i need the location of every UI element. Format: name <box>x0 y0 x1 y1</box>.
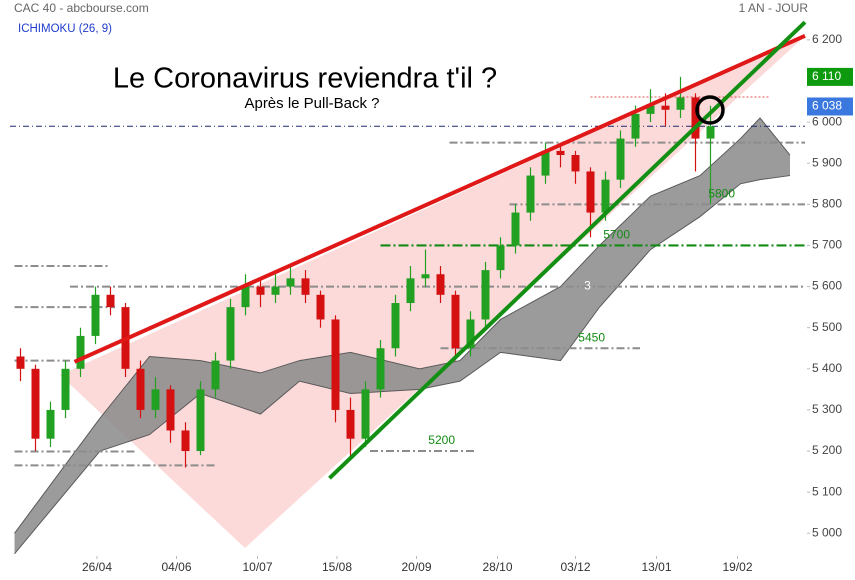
y-tick-label: 6 200 <box>812 32 842 46</box>
y-tick-label: 5 700 <box>812 238 842 252</box>
x-tick-label: 28/10 <box>482 560 512 574</box>
candle-body <box>586 171 595 213</box>
x-tick-label: 15/08 <box>322 560 352 574</box>
y-tick-label: 5 300 <box>812 402 842 416</box>
candle-body <box>436 274 445 295</box>
x-tick-label: 10/07 <box>242 560 272 574</box>
candle-body <box>541 150 550 176</box>
y-tick-label: 5 500 <box>812 320 842 334</box>
chart-subtitle: Après le Pull-Back ? <box>244 95 379 112</box>
candle-body <box>526 175 535 213</box>
candle-body <box>166 389 175 431</box>
candle-body <box>61 368 70 410</box>
candle-body <box>286 278 295 287</box>
cloud-span-a <box>14 117 791 534</box>
candle-body <box>601 179 610 213</box>
candle-body <box>76 335 85 369</box>
candle-body <box>391 303 400 349</box>
candle-body <box>661 105 670 110</box>
candle-body <box>511 212 520 246</box>
circle-marker <box>695 95 725 125</box>
y-tick-label: 5 100 <box>812 484 842 498</box>
candle-body <box>646 105 655 114</box>
candle-body <box>481 270 490 320</box>
candle-body <box>211 360 220 390</box>
candle-body <box>151 389 160 410</box>
price-tag <box>807 97 853 116</box>
candle-body <box>556 150 565 156</box>
candle-body <box>106 294 115 308</box>
candle-body <box>16 356 25 369</box>
level-label: 5800 <box>708 187 735 201</box>
candle-body <box>466 319 475 349</box>
y-tick-label: 6 000 <box>812 114 842 128</box>
candle-body <box>91 294 100 336</box>
trendline <box>328 20 807 480</box>
candle-body <box>196 389 205 452</box>
y-tick-label: 5 400 <box>812 361 842 375</box>
x-tick-label: 19/02 <box>722 560 752 574</box>
candle-body <box>241 286 250 308</box>
level-label: 5700 <box>603 228 630 242</box>
candle-body <box>46 409 55 439</box>
x-tick-label: 13/01 <box>641 560 671 574</box>
price-tag-label: 6 110 <box>812 69 841 83</box>
candle-body <box>346 409 355 439</box>
x-tick-label: 04/06 <box>161 560 191 574</box>
x-tick-label: 03/12 <box>560 560 590 574</box>
price-tag <box>807 67 853 86</box>
annotation: 3 <box>584 279 591 293</box>
trendline <box>73 33 806 364</box>
candle-body <box>361 389 370 439</box>
candle-body <box>421 274 430 279</box>
level-label: 5200 <box>428 433 455 447</box>
chart-title: Le Coronavirus reviendra t'il ? <box>113 63 497 95</box>
candle-body <box>616 138 625 180</box>
indicator: ICHIMOKU (26, 9) <box>18 23 112 35</box>
price-tag-label: 6 038 <box>812 99 842 113</box>
y-tick-label: 5 600 <box>812 279 842 293</box>
candle-body <box>571 155 580 172</box>
candle-body <box>706 126 715 139</box>
candle-body <box>181 430 190 452</box>
candle-body <box>301 278 310 295</box>
candle-body <box>331 319 340 410</box>
candle-body <box>496 245 505 271</box>
candle-body <box>691 97 700 139</box>
candle-body <box>376 348 385 390</box>
x-tick-label: 26/04 <box>82 560 112 574</box>
period: 1 AN - JOUR <box>739 1 809 15</box>
y-tick-label: 5 200 <box>812 443 842 457</box>
candle-body <box>136 368 145 410</box>
y-tick-label: 5 800 <box>812 197 842 211</box>
y-tick-label: 5 000 <box>812 525 842 539</box>
candle-body <box>31 368 40 439</box>
candle-body <box>316 294 325 320</box>
candle-body <box>271 286 280 295</box>
source: CAC 40 - abcbourse.com <box>14 1 149 15</box>
candle-body <box>451 294 460 349</box>
cloud-span-b <box>14 175 791 555</box>
candle-body <box>631 113 640 139</box>
candle-body <box>406 278 415 304</box>
candle-body <box>226 307 235 361</box>
candle-body <box>256 286 265 295</box>
level-label: 5450 <box>578 330 605 344</box>
y-tick-label: 5 900 <box>812 155 842 169</box>
x-tick-label: 20/09 <box>401 560 431 574</box>
candle-body <box>676 97 685 110</box>
